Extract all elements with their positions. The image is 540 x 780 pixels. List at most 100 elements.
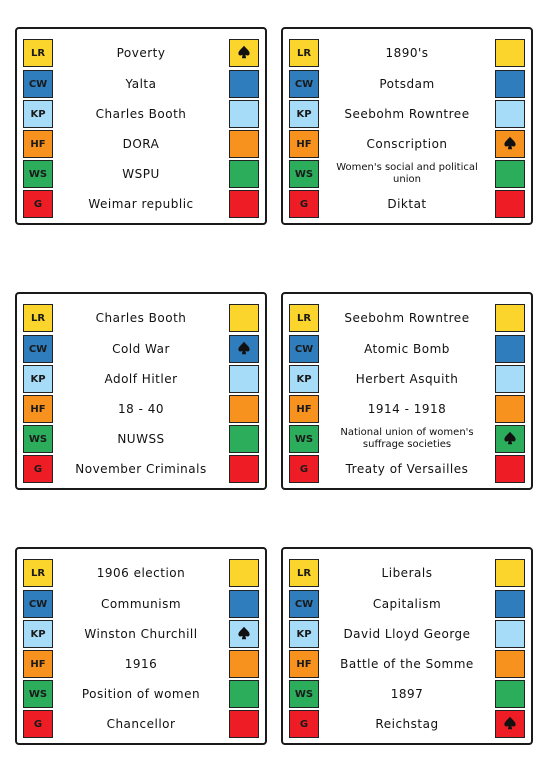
- flashcard: LR 1906 election CW Communism KP Winston Chur…: [15, 547, 267, 745]
- term-text: David Lloyd George: [343, 627, 471, 641]
- color-swatch: [495, 680, 525, 708]
- term-text: Adolf Hitler: [104, 372, 178, 386]
- term-text: 18 - 40: [118, 402, 164, 416]
- color-swatch: [229, 710, 259, 738]
- category-code-badge: WS: [289, 680, 319, 708]
- card-row: CW Yalta: [17, 70, 265, 100]
- color-swatch: [229, 680, 259, 708]
- category-code-badge: WS: [289, 425, 319, 453]
- card-row: G Reichstag: [283, 710, 531, 740]
- term-text: Reichstag: [375, 717, 439, 731]
- term-text: Conscription: [366, 137, 448, 151]
- card-row: CW Capitalism: [283, 590, 531, 620]
- color-swatch: [229, 650, 259, 678]
- color-swatch: [229, 425, 259, 453]
- category-code-badge: CW: [289, 335, 319, 363]
- flashcard: LR 1890's CW Potsdam KP Seebohm Rowntree HF Con…: [281, 27, 533, 225]
- category-code-badge: CW: [23, 70, 53, 98]
- term-text: 1914 - 1918: [367, 402, 447, 416]
- category-code-badge: CW: [23, 590, 53, 618]
- card-row: WS NUWSS: [17, 425, 265, 455]
- term-text: Position of women: [81, 687, 201, 701]
- category-code-badge: HF: [289, 650, 319, 678]
- card-row: WS Women's social and political union: [283, 160, 531, 190]
- term-text: Winston Churchill: [84, 627, 198, 641]
- color-swatch: [495, 425, 525, 453]
- category-code-badge: G: [289, 710, 319, 738]
- category-code-badge: G: [289, 455, 319, 483]
- spade-icon: [503, 715, 517, 734]
- card-row: CW Atomic Bomb: [283, 335, 531, 365]
- term-text: Liberals: [381, 566, 433, 580]
- category-code-badge: KP: [289, 365, 319, 393]
- color-swatch: [229, 559, 259, 587]
- term-text: 1906 election: [96, 566, 186, 580]
- color-swatch: [495, 365, 525, 393]
- card-row: LR Charles Booth: [17, 304, 265, 334]
- color-swatch: [229, 395, 259, 423]
- category-code-badge: CW: [289, 590, 319, 618]
- color-swatch: [229, 620, 259, 648]
- category-code-badge: HF: [289, 130, 319, 158]
- flashcard: LR Charles Booth CW Cold War KP Adolf Hitler H…: [15, 292, 267, 490]
- card-row: CW Communism: [17, 590, 265, 620]
- card-row: WS Position of women: [17, 680, 265, 710]
- term-text: Capitalism: [372, 597, 442, 611]
- term-text: Chancellor: [106, 717, 176, 731]
- term-text: Cold War: [112, 342, 170, 356]
- color-swatch: [495, 335, 525, 363]
- category-code-badge: CW: [23, 335, 53, 363]
- flashcard: LR Seebohm Rowntree CW Atomic Bomb KP Herbert…: [281, 292, 533, 490]
- term-text: Charles Booth: [95, 107, 187, 121]
- color-swatch: [229, 304, 259, 332]
- term-text: Seebohm Rowntree: [344, 107, 470, 121]
- color-swatch: [229, 70, 259, 98]
- category-code-badge: G: [23, 710, 53, 738]
- card-row: LR Seebohm Rowntree: [283, 304, 531, 334]
- color-swatch: [495, 650, 525, 678]
- category-code-badge: G: [289, 190, 319, 218]
- term-text: Yalta: [125, 77, 157, 91]
- card-row: HF Battle of the Somme: [283, 650, 531, 680]
- color-swatch: [495, 455, 525, 483]
- category-code-badge: LR: [23, 39, 53, 67]
- term-text: WSPU: [122, 167, 160, 181]
- color-swatch: [229, 100, 259, 128]
- category-code-badge: KP: [23, 100, 53, 128]
- term-text: Communism: [100, 597, 182, 611]
- color-swatch: [495, 304, 525, 332]
- card-row: CW Potsdam: [283, 70, 531, 100]
- term-text: Atomic Bomb: [364, 342, 450, 356]
- card-row: G November Criminals: [17, 455, 265, 485]
- color-swatch: [495, 559, 525, 587]
- term-text: Women's social and political union: [336, 162, 478, 185]
- term-text: Poverty: [116, 46, 166, 60]
- card-row: CW Cold War: [17, 335, 265, 365]
- card-row: HF 1916: [17, 650, 265, 680]
- spade-icon: [237, 44, 251, 63]
- category-code-badge: G: [23, 190, 53, 218]
- term-text: Weimar republic: [88, 197, 194, 211]
- color-swatch: [495, 190, 525, 218]
- category-code-badge: WS: [23, 160, 53, 188]
- card-row: KP Charles Booth: [17, 100, 265, 130]
- card-row: KP Adolf Hitler: [17, 365, 265, 395]
- term-text: 1916: [124, 657, 158, 671]
- term-text: 1890's: [385, 46, 429, 60]
- color-swatch: [495, 590, 525, 618]
- category-code-badge: LR: [289, 39, 319, 67]
- color-swatch: [229, 335, 259, 363]
- category-code-badge: LR: [23, 304, 53, 332]
- category-code-badge: HF: [23, 395, 53, 423]
- spade-icon: [503, 430, 517, 449]
- color-swatch: [495, 160, 525, 188]
- card-row: KP Seebohm Rowntree: [283, 100, 531, 130]
- term-text: Seebohm Rowntree: [344, 311, 470, 325]
- spade-icon: [237, 340, 251, 359]
- category-code-badge: G: [23, 455, 53, 483]
- card-row: LR Liberals: [283, 559, 531, 589]
- color-swatch: [229, 590, 259, 618]
- category-code-badge: WS: [23, 680, 53, 708]
- term-text: Herbert Asquith: [355, 372, 459, 386]
- color-swatch: [229, 365, 259, 393]
